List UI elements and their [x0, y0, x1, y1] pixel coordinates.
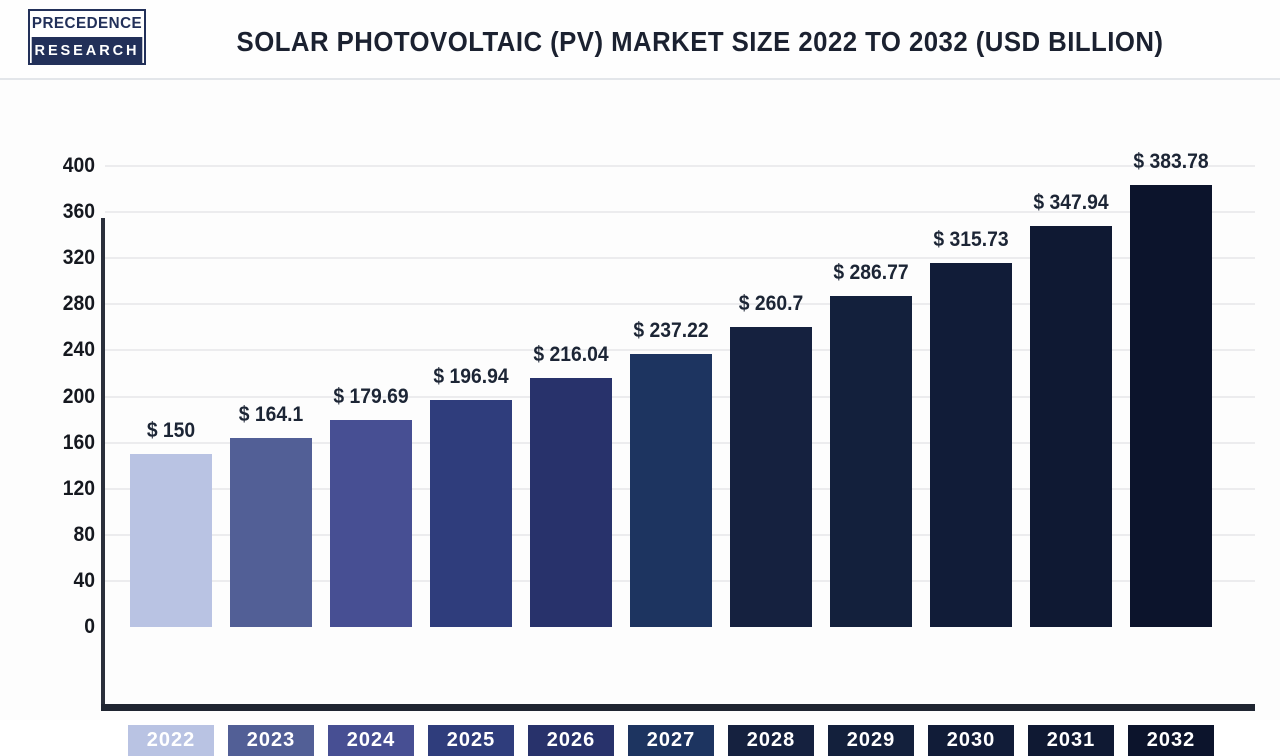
bar-value-label: $ 237.22 [633, 318, 709, 342]
bar-2023 [230, 437, 312, 627]
bar-2022 [130, 454, 212, 627]
bar-2029 [830, 296, 912, 627]
grid-line [105, 165, 1255, 167]
x-tick-label: 2031 [1028, 725, 1114, 756]
precedence-research-logo: PRECEDENCE RESEARCH [28, 9, 146, 65]
header: PRECEDENCE RESEARCH SOLAR PHOTOVOLTAIC (… [0, 0, 1280, 79]
y-tick-label: 40 [73, 568, 95, 592]
bar-value-label: $ 179.69 [333, 384, 409, 408]
bar-2024 [330, 419, 412, 627]
logo-line2: RESEARCH [31, 37, 143, 63]
y-tick-label: 360 [62, 200, 95, 224]
bar-value-label: $ 347.94 [1033, 190, 1109, 214]
x-tick-label: 2026 [528, 725, 614, 756]
x-tick-label: 2028 [728, 725, 814, 756]
x-tick-label: 2024 [328, 725, 414, 756]
y-tick-label: 320 [62, 246, 95, 270]
bar-value-label: $ 315.73 [933, 228, 1009, 252]
x-tick-label: 2029 [828, 725, 914, 756]
y-tick-label: 400 [62, 154, 95, 177]
bar-value-label: $ 286.77 [833, 261, 909, 285]
bar-2026 [530, 378, 612, 627]
x-axis-line [101, 704, 1255, 711]
bar-2028 [730, 326, 812, 627]
x-tick-label: 2025 [428, 725, 514, 756]
bar-2025 [430, 400, 512, 627]
x-tick-label: 2030 [928, 725, 1014, 756]
grid-line [105, 303, 1255, 306]
bar-2030 [930, 263, 1012, 627]
bar-value-label: $ 260.7 [738, 291, 804, 315]
x-tick-label: 2032 [1128, 725, 1214, 756]
y-tick-label: 280 [62, 292, 95, 316]
grid-line [105, 211, 1255, 214]
bar-value-label: $ 383.78 [1133, 149, 1209, 173]
bar-value-label: $ 150 [146, 419, 196, 443]
x-tick-label: 2027 [628, 725, 714, 756]
logo-line1: PRECEDENCE [32, 11, 142, 37]
grid-line [105, 257, 1255, 260]
x-tick-label: 2022 [128, 725, 214, 756]
bar-2027 [630, 353, 712, 627]
y-tick-label: 80 [73, 522, 95, 546]
grid-line [105, 349, 1255, 352]
bar-value-label: $ 216.04 [533, 343, 609, 366]
y-tick-label: 160 [62, 430, 95, 454]
chart-title: SOLAR PHOTOVOLTAIC (PV) MARKET SIZE 2022… [236, 26, 1164, 57]
bar-value-label: $ 164.1 [238, 402, 304, 426]
header-divider [0, 78, 1280, 80]
y-tick-label: 0 [84, 615, 95, 638]
x-tick-label: 2023 [228, 725, 314, 756]
bar-value-label: $ 196.94 [433, 365, 509, 389]
bar-chart: 0 40 80 120 160 200 240 280 320 360 400 $ 150 $ 164… [0, 80, 1280, 756]
bar-2032 [1130, 184, 1212, 627]
y-tick-label: 120 [62, 476, 95, 500]
bar-2031 [1030, 225, 1112, 627]
y-axis-line [101, 218, 105, 711]
y-tick-label: 200 [62, 384, 95, 408]
y-tick-label: 240 [62, 338, 95, 362]
